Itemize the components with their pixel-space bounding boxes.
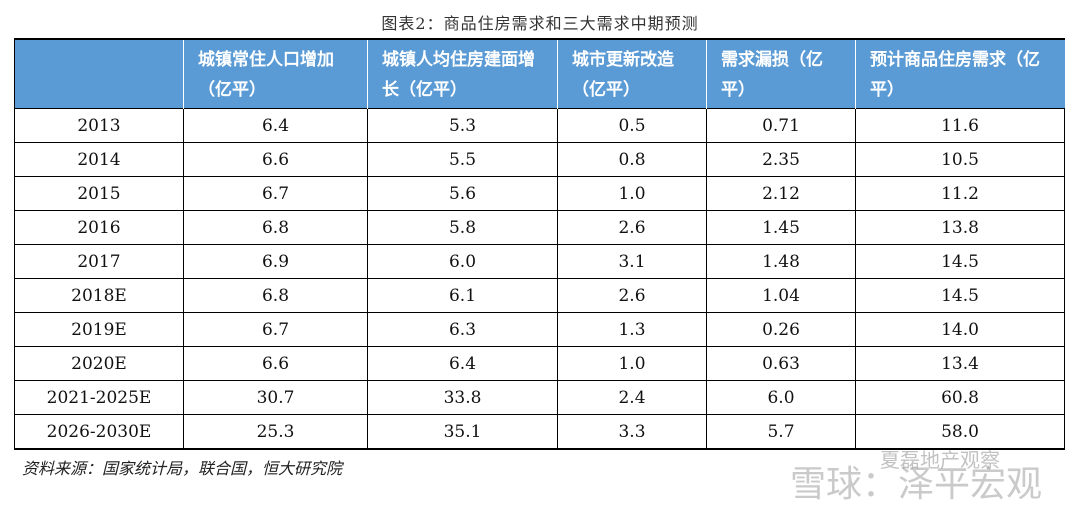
table-cell: 3.1 xyxy=(557,244,707,279)
table-row: 2013 6.4 5.3 0.5 0.71 11.6 xyxy=(14,108,1065,143)
row-label: 2021-2025E xyxy=(14,380,184,415)
table-cell: 1.48 xyxy=(706,244,856,279)
header-cell: 预计商品住房需求（亿平） xyxy=(855,38,1065,109)
table-row: 2015 6.7 5.6 1.0 2.12 11.2 xyxy=(14,176,1065,211)
table-cell: 2.6 xyxy=(557,278,707,313)
table-cell: 6.8 xyxy=(183,278,368,313)
table-cell: 2.35 xyxy=(706,142,856,177)
table-cell: 5.3 xyxy=(367,108,558,143)
table-cell: 14.5 xyxy=(855,278,1065,313)
table-cell: 1.0 xyxy=(557,176,707,211)
table-row: 2014 6.6 5.5 0.8 2.35 10.5 xyxy=(14,142,1065,177)
row-label: 2017 xyxy=(14,244,184,279)
table-cell: 10.5 xyxy=(855,142,1065,177)
header-cell: 需求漏损（亿平） xyxy=(706,38,856,109)
header-row: 城镇常住人口增加（亿平） 城镇人均住房建面增长（亿平） 城市更新改造（亿平） 需求漏损… xyxy=(14,38,1065,109)
table-cell: 6.4 xyxy=(183,108,368,143)
table-cell: 0.8 xyxy=(557,142,707,177)
source-note: 资料来源：国家统计局，联合国，恒大研究院 xyxy=(22,459,343,478)
table-cell: 1.45 xyxy=(706,210,856,245)
table-cell: 60.8 xyxy=(855,380,1065,415)
row-label: 2013 xyxy=(14,108,184,143)
table-cell: 6.3 xyxy=(367,312,558,347)
table-body: 2013 6.4 5.3 0.5 0.71 11.6 2014 6.6 5.5 0.8 2.35 10… xyxy=(14,108,1065,450)
table-cell: 6.8 xyxy=(183,210,368,245)
table-cell: 6.0 xyxy=(367,244,558,279)
table-cell: 1.0 xyxy=(557,346,707,381)
table-cell: 6.0 xyxy=(706,380,856,415)
table-row: 2026-2030E 25.3 35.1 3.3 5.7 58.0 xyxy=(14,414,1065,450)
table-cell: 5.8 xyxy=(367,210,558,245)
table-cell: 14.5 xyxy=(855,244,1065,279)
row-label: 2015 xyxy=(14,176,184,211)
table-cell: 6.4 xyxy=(367,346,558,381)
table-cell: 58.0 xyxy=(855,414,1065,450)
table-cell: 1.3 xyxy=(557,312,707,347)
row-label: 2018E xyxy=(14,278,184,313)
table-cell: 13.8 xyxy=(855,210,1065,245)
table-cell: 6.6 xyxy=(183,142,368,177)
row-label: 2016 xyxy=(14,210,184,245)
table-cell: 11.6 xyxy=(855,108,1065,143)
row-label: 2026-2030E xyxy=(14,414,184,450)
table-row: 2016 6.8 5.8 2.6 1.45 13.8 xyxy=(14,210,1065,245)
data-table: 城镇常住人口增加（亿平） 城镇人均住房建面增长（亿平） 城市更新改造（亿平） 需求漏损… xyxy=(14,38,1065,450)
header-cell: 城镇常住人口增加（亿平） xyxy=(183,38,368,109)
header-cell xyxy=(14,38,184,109)
table-cell: 6.7 xyxy=(183,312,368,347)
table-row: 2019E 6.7 6.3 1.3 0.26 14.0 xyxy=(14,312,1065,347)
row-label: 2020E xyxy=(14,346,184,381)
table-cell: 30.7 xyxy=(183,380,368,415)
table-cell: 0.63 xyxy=(706,346,856,381)
row-label: 2014 xyxy=(14,142,184,177)
table-cell: 0.26 xyxy=(706,312,856,347)
table-cell: 5.5 xyxy=(367,142,558,177)
table-cell: 11.2 xyxy=(855,176,1065,211)
watermark: 雪球：泽平宏观 xyxy=(790,464,1043,505)
table-row: 2017 6.9 6.0 3.1 1.48 14.5 xyxy=(14,244,1065,279)
table-cell: 25.3 xyxy=(183,414,368,450)
table-cell: 6.1 xyxy=(367,278,558,313)
table-cell: 6.9 xyxy=(183,244,368,279)
table-cell: 0.5 xyxy=(557,108,707,143)
table-cell: 3.3 xyxy=(557,414,707,450)
table-cell: 13.4 xyxy=(855,346,1065,381)
table-cell: 0.71 xyxy=(706,108,856,143)
table-cell: 6.6 xyxy=(183,346,368,381)
table-cell: 35.1 xyxy=(367,414,558,450)
table-cell: 5.7 xyxy=(706,414,856,450)
table-cell: 14.0 xyxy=(855,312,1065,347)
row-label: 2019E xyxy=(14,312,184,347)
table-cell: 2.4 xyxy=(557,380,707,415)
watermark: 夏磊地产观察 xyxy=(880,448,1000,472)
table-row: 2020E 6.6 6.4 1.0 0.63 13.4 xyxy=(14,346,1065,381)
table-cell: 5.6 xyxy=(367,176,558,211)
table-cell: 2.6 xyxy=(557,210,707,245)
header-cell: 城镇人均住房建面增长（亿平） xyxy=(367,38,558,109)
table-cell: 2.12 xyxy=(706,176,856,211)
table-cell: 33.8 xyxy=(367,380,558,415)
table-row: 2018E 6.8 6.1 2.6 1.04 14.5 xyxy=(14,278,1065,313)
table-cell: 6.7 xyxy=(183,176,368,211)
title: 图表2：商品住房需求和三大需求中期预测 xyxy=(381,14,699,33)
header-cell: 城市更新改造（亿平） xyxy=(557,38,707,109)
table-row: 2021-2025E 30.7 33.8 2.4 6.0 60.8 xyxy=(14,380,1065,415)
table-cell: 1.04 xyxy=(706,278,856,313)
